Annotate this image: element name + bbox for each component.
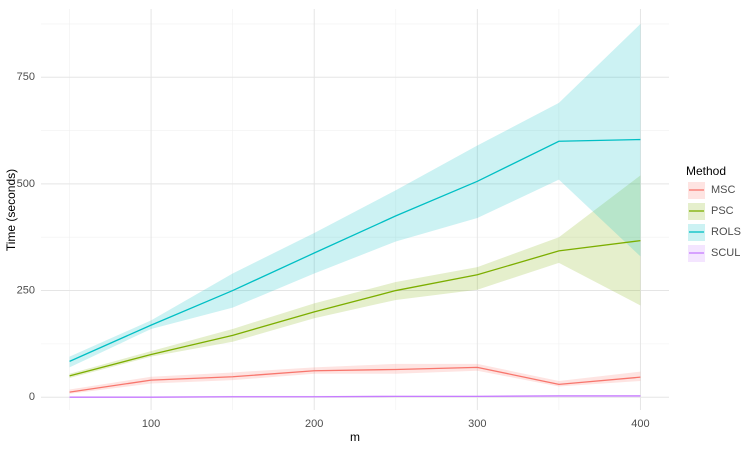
x-tick-label: 200: [305, 418, 323, 430]
y-axis-label: Time (seconds): [4, 169, 18, 251]
legend-label: ROLS: [711, 226, 741, 238]
x-tick-label: 400: [631, 418, 649, 430]
y-tick-label: 250: [17, 284, 35, 296]
line: [69, 395, 641, 398]
legend-label: MSC: [711, 184, 736, 196]
x-tick-label: 300: [468, 418, 486, 430]
x-tick-label: 100: [142, 418, 160, 430]
legend-label: PSC: [711, 205, 734, 217]
line: [69, 138, 641, 362]
line: [69, 239, 641, 377]
ribbon: [69, 363, 641, 394]
legend-label: SCUL: [711, 247, 740, 259]
legend-title: Method: [686, 164, 726, 178]
ribbon: [69, 175, 641, 379]
ribbon: [69, 23, 641, 368]
y-tick-label: 500: [17, 178, 35, 190]
x-axis-label: m: [350, 430, 360, 444]
y-tick-label: 750: [17, 71, 35, 83]
line: [69, 366, 641, 393]
y-tick-label: 0: [29, 391, 35, 403]
